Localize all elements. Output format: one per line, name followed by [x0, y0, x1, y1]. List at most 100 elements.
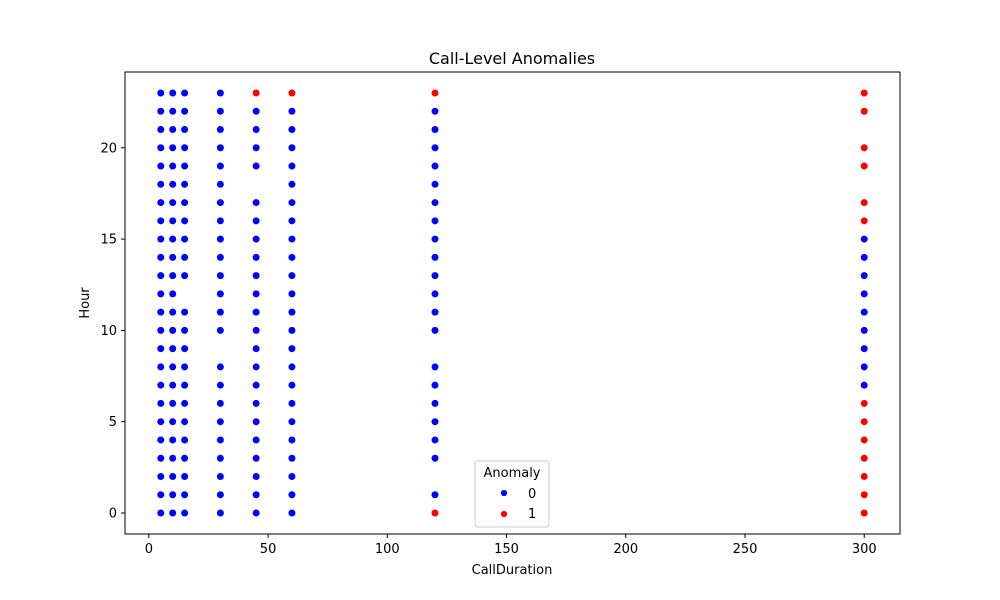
point-anomaly-0 [287, 289, 297, 298]
point-anomaly-0 [252, 454, 261, 463]
point-anomaly-0 [168, 326, 177, 335]
point-anomaly-0 [216, 472, 225, 481]
point-anomaly-0 [156, 107, 165, 116]
point-anomaly-0 [216, 362, 225, 372]
point-anomaly-0 [216, 198, 225, 207]
point-anomaly-0 [216, 435, 225, 445]
point-anomaly-0 [287, 381, 297, 390]
point-anomaly-0 [156, 253, 165, 262]
y-tick-label: 15 [100, 233, 117, 248]
point-anomaly-0 [216, 143, 225, 152]
point-anomaly-1 [252, 88, 261, 98]
point-anomaly-0 [287, 362, 297, 372]
point-anomaly-1 [860, 216, 869, 225]
point-anomaly-0 [168, 198, 177, 207]
point-anomaly-0 [168, 180, 177, 189]
point-anomaly-0 [252, 289, 261, 298]
x-tick-label: 150 [494, 542, 519, 557]
x-tick-label: 100 [375, 542, 400, 557]
point-anomaly-1 [860, 454, 869, 463]
point-anomaly-0 [430, 216, 440, 225]
point-anomaly-0 [168, 143, 177, 152]
point-anomaly-0 [168, 289, 177, 298]
point-anomaly-0 [216, 399, 225, 408]
point-anomaly-0 [156, 198, 165, 207]
point-anomaly-0 [216, 490, 225, 499]
point-anomaly-0 [168, 125, 177, 134]
point-anomaly-0 [252, 198, 261, 207]
x-tick-label: 0 [145, 542, 153, 557]
point-anomaly-0 [252, 161, 261, 171]
point-anomaly-0 [180, 490, 189, 499]
point-anomaly-0 [287, 125, 297, 134]
x-tick-label: 50 [260, 542, 277, 557]
point-anomaly-0 [287, 234, 297, 244]
point-anomaly-0 [180, 417, 189, 426]
point-anomaly-0 [287, 472, 297, 481]
point-anomaly-0 [180, 88, 189, 98]
point-anomaly-0 [252, 381, 261, 390]
y-axis-ticks: 0 5 10 15 20 [100, 141, 125, 522]
point-anomaly-1 [860, 417, 869, 426]
point-anomaly-0 [430, 381, 440, 390]
point-anomaly-0 [860, 362, 869, 372]
y-axis-label: Hour [78, 287, 93, 319]
point-anomaly-0 [180, 161, 189, 171]
point-anomaly-0 [168, 216, 177, 225]
point-anomaly-0 [430, 308, 440, 317]
point-anomaly-0 [156, 308, 165, 317]
point-anomaly-1 [430, 508, 440, 518]
point-anomaly-0 [287, 399, 297, 408]
point-anomaly-0 [168, 344, 177, 353]
x-tick-label: 200 [613, 542, 638, 557]
point-anomaly-0 [168, 399, 177, 408]
point-anomaly-0 [168, 88, 177, 98]
point-anomaly-1 [860, 88, 869, 98]
point-anomaly-0 [216, 107, 225, 116]
point-anomaly-0 [156, 234, 165, 244]
point-anomaly-0 [430, 198, 440, 207]
point-anomaly-0 [168, 253, 177, 262]
point-anomaly-0 [156, 417, 165, 426]
point-anomaly-0 [168, 435, 177, 445]
point-anomaly-0 [860, 344, 869, 353]
y-tick-label: 0 [109, 507, 117, 522]
y-tick-label: 20 [100, 141, 117, 156]
point-anomaly-0 [180, 435, 189, 445]
point-anomaly-0 [156, 381, 165, 390]
point-anomaly-0 [168, 472, 177, 481]
point-anomaly-0 [252, 308, 261, 317]
point-anomaly-1 [860, 399, 869, 408]
point-anomaly-0 [430, 399, 440, 408]
point-anomaly-0 [216, 125, 225, 134]
point-anomaly-0 [168, 417, 177, 426]
point-anomaly-0 [156, 180, 165, 189]
y-tick-label: 10 [100, 324, 117, 339]
point-anomaly-0 [430, 125, 440, 134]
point-anomaly-0 [180, 180, 189, 189]
point-anomaly-0 [168, 107, 177, 116]
point-anomaly-0 [180, 253, 189, 262]
point-anomaly-0 [180, 381, 189, 390]
point-anomaly-0 [430, 253, 440, 262]
point-anomaly-0 [287, 344, 297, 353]
point-anomaly-0 [430, 490, 440, 499]
point-anomaly-0 [430, 326, 440, 335]
point-anomaly-0 [252, 125, 261, 134]
point-anomaly-0 [430, 107, 440, 116]
point-anomaly-0 [156, 435, 165, 445]
point-anomaly-0 [252, 435, 261, 445]
point-anomaly-0 [430, 417, 440, 426]
point-anomaly-0 [216, 326, 225, 335]
legend: Anomaly 0 1 [474, 460, 550, 528]
point-anomaly-0 [287, 490, 297, 499]
x-tick-label: 300 [852, 542, 877, 557]
legend-title: Anomaly [483, 466, 540, 481]
point-anomaly-0 [168, 454, 177, 463]
point-anomaly-1 [430, 88, 440, 98]
legend-label-0: 0 [528, 487, 536, 502]
point-anomaly-0 [252, 143, 261, 152]
point-anomaly-0 [430, 435, 440, 445]
point-anomaly-0 [180, 271, 189, 280]
point-anomaly-0 [430, 271, 440, 280]
